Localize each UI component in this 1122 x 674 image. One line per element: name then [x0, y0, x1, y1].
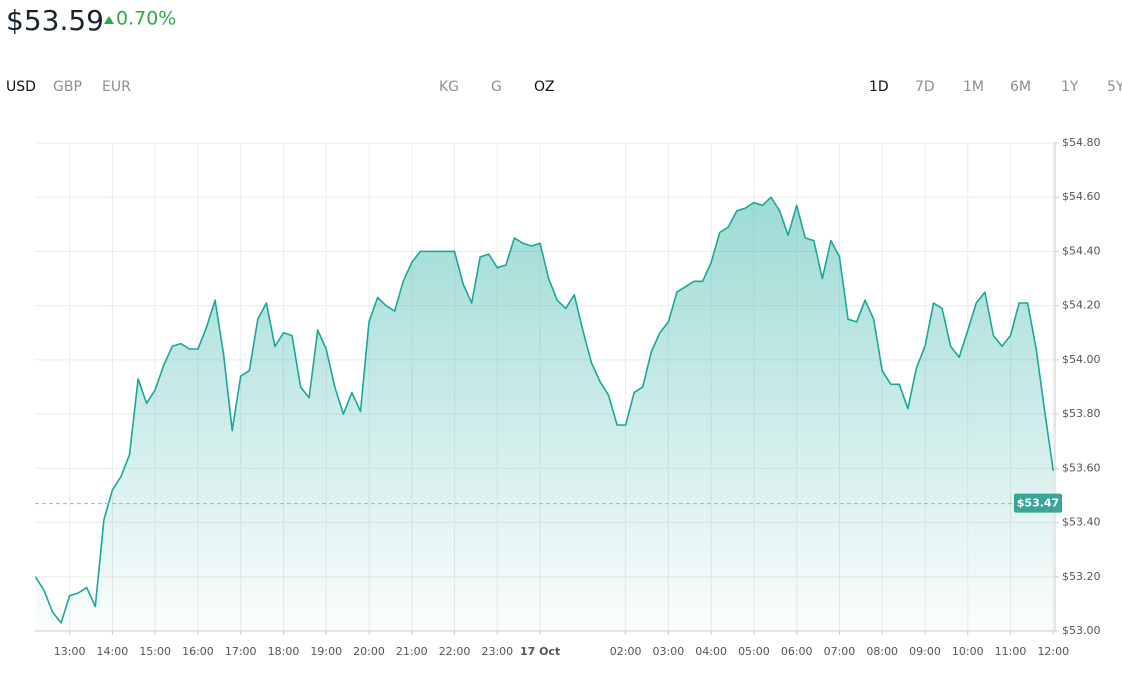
- x-tick-label: 17:00: [225, 645, 257, 658]
- x-tick-label: 06:00: [781, 645, 813, 658]
- toggle-option[interactable]: 6M: [1010, 79, 1031, 95]
- x-tick-label: 21:00: [396, 645, 428, 658]
- y-tick-label: $53.60: [1062, 461, 1101, 474]
- toggle-option[interactable]: USD: [6, 79, 36, 95]
- toggle-option[interactable]: EUR: [102, 79, 131, 95]
- x-tick-label: 08:00: [866, 645, 898, 658]
- y-tick-label: $54.00: [1062, 353, 1101, 366]
- x-tick-label: 14:00: [97, 645, 129, 658]
- y-tick-label: $53.00: [1062, 624, 1101, 637]
- change: 0.70%: [116, 8, 176, 30]
- toggle-option[interactable]: 1D: [869, 79, 889, 95]
- x-tick-label: 03:00: [653, 645, 685, 658]
- y-tick-label: $53.40: [1062, 516, 1101, 529]
- x-tick-label: 11:00: [995, 645, 1027, 658]
- x-tick-label: 15:00: [139, 645, 171, 658]
- price-line: [34, 196, 1055, 624]
- x-tick-label: 23:00: [481, 645, 513, 658]
- toggle-option[interactable]: KG: [439, 79, 459, 95]
- toggle-option[interactable]: G: [491, 79, 502, 95]
- reference-tag: [1014, 493, 1062, 513]
- x-tick-label: 07:00: [824, 645, 856, 658]
- y-tick-label: $54.40: [1062, 244, 1101, 257]
- change-arrow: [104, 16, 114, 24]
- y-tick-label: $53.20: [1062, 570, 1101, 583]
- toggle-option[interactable]: 7D: [915, 79, 935, 95]
- x-tick-label: 22:00: [439, 645, 471, 658]
- price: $53.59: [6, 4, 104, 37]
- x-tick-label: 12:00: [1037, 645, 1069, 658]
- x-tick-label: 20:00: [353, 645, 385, 658]
- x-tick-label: 04:00: [695, 645, 727, 658]
- y-tick-label: $54.20: [1062, 299, 1101, 312]
- toggle-option[interactable]: 1Y: [1061, 79, 1079, 95]
- toggle-option[interactable]: OZ: [534, 79, 555, 95]
- y-tick-label: $54.80: [1062, 136, 1101, 149]
- x-tick-label: 16:00: [182, 645, 214, 658]
- x-tick-label: 13:00: [54, 645, 86, 658]
- toggle-option[interactable]: 5Y: [1107, 79, 1122, 95]
- x-tick-label: 10:00: [952, 645, 984, 658]
- x-tick-label: 17 Oct: [520, 645, 560, 658]
- x-tick-label: 09:00: [909, 645, 941, 658]
- y-tick-label: $54.60: [1062, 190, 1101, 203]
- x-tick-label: 18:00: [268, 645, 300, 658]
- reference-label: $53.47: [1017, 497, 1059, 510]
- toggle-option[interactable]: 1M: [963, 79, 984, 95]
- toggle-option[interactable]: GBP: [53, 79, 82, 95]
- x-tick-label: 02:00: [610, 645, 642, 658]
- x-tick-label: 19:00: [310, 645, 342, 658]
- x-tick-label: 05:00: [738, 645, 770, 658]
- area-fill: [35, 197, 1054, 631]
- y-tick-label: $53.80: [1062, 407, 1101, 420]
